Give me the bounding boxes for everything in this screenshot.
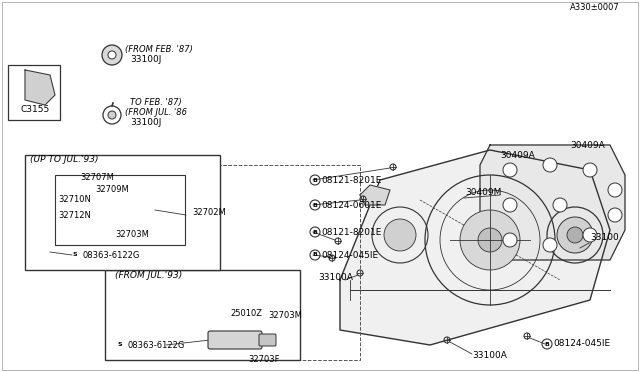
Circle shape	[503, 233, 517, 247]
Text: B: B	[312, 253, 317, 257]
Text: 08124-0601E: 08124-0601E	[321, 201, 381, 209]
Text: TO FEB. '87): TO FEB. '87)	[130, 98, 182, 107]
Text: 08121-8201E: 08121-8201E	[321, 176, 381, 185]
Circle shape	[310, 200, 320, 210]
Text: S: S	[73, 253, 77, 257]
Circle shape	[557, 217, 593, 253]
Text: 32707M: 32707M	[80, 173, 114, 182]
Circle shape	[115, 340, 125, 350]
Text: C3155: C3155	[20, 105, 49, 114]
Text: 30409A: 30409A	[500, 151, 535, 160]
Text: 30409M: 30409M	[465, 188, 501, 197]
Circle shape	[543, 238, 557, 252]
Circle shape	[503, 163, 517, 177]
Text: 08121-8201E: 08121-8201E	[321, 228, 381, 237]
Text: S: S	[118, 343, 122, 347]
Circle shape	[583, 163, 597, 177]
Text: 32703M: 32703M	[268, 311, 302, 320]
Text: 33100: 33100	[590, 233, 619, 242]
Text: 08363-6122G: 08363-6122G	[127, 340, 184, 350]
Circle shape	[384, 219, 416, 251]
FancyBboxPatch shape	[25, 155, 220, 270]
FancyBboxPatch shape	[105, 270, 300, 360]
Text: B: B	[545, 341, 549, 346]
Circle shape	[553, 198, 567, 212]
Text: 25010Z: 25010Z	[230, 309, 262, 318]
Text: 33100J: 33100J	[130, 55, 161, 64]
Text: B: B	[312, 202, 317, 208]
Circle shape	[310, 175, 320, 185]
Text: 08124-045IE: 08124-045IE	[553, 340, 610, 349]
Text: (UP TO JUL.'93): (UP TO JUL.'93)	[30, 155, 99, 164]
FancyBboxPatch shape	[208, 331, 262, 349]
Text: 32709M: 32709M	[95, 185, 129, 194]
Polygon shape	[25, 70, 55, 105]
FancyBboxPatch shape	[279, 335, 291, 345]
Text: 32702M: 32702M	[192, 208, 226, 217]
FancyBboxPatch shape	[259, 334, 276, 346]
FancyBboxPatch shape	[8, 65, 60, 120]
Text: B: B	[312, 177, 317, 183]
FancyBboxPatch shape	[110, 193, 124, 202]
Circle shape	[310, 227, 320, 237]
Text: 33100J: 33100J	[130, 118, 161, 127]
Circle shape	[108, 51, 116, 59]
Text: 08363-6122G: 08363-6122G	[82, 250, 140, 260]
Polygon shape	[360, 185, 390, 205]
Text: 33100A: 33100A	[318, 273, 353, 282]
Text: 08124-045IE: 08124-045IE	[321, 250, 378, 260]
Polygon shape	[480, 145, 625, 260]
Circle shape	[70, 250, 80, 260]
Text: 32710N: 32710N	[58, 195, 91, 204]
Circle shape	[542, 339, 552, 349]
Circle shape	[608, 208, 622, 222]
FancyBboxPatch shape	[55, 175, 185, 245]
Bar	[130, 165, 360, 360]
Polygon shape	[340, 150, 610, 345]
Text: A330±0007: A330±0007	[570, 3, 620, 12]
Text: B: B	[312, 230, 317, 234]
Text: 32703M: 32703M	[115, 230, 149, 239]
Text: 30409A: 30409A	[570, 141, 605, 150]
Text: (FROM JUL.'93): (FROM JUL.'93)	[115, 271, 182, 280]
Circle shape	[102, 45, 122, 65]
Circle shape	[478, 228, 502, 252]
Circle shape	[108, 111, 116, 119]
FancyBboxPatch shape	[120, 223, 140, 233]
Circle shape	[503, 198, 517, 212]
Text: 32703F: 32703F	[248, 355, 280, 364]
Text: (FROM JUL. '86: (FROM JUL. '86	[125, 108, 187, 117]
Circle shape	[583, 228, 597, 242]
Circle shape	[567, 227, 583, 243]
Text: 33100A: 33100A	[472, 351, 507, 360]
Circle shape	[608, 183, 622, 197]
Circle shape	[460, 210, 520, 270]
Circle shape	[310, 250, 320, 260]
Text: (FROM FEB. '87): (FROM FEB. '87)	[125, 45, 193, 54]
Circle shape	[543, 158, 557, 172]
Text: 32712N: 32712N	[58, 211, 91, 220]
